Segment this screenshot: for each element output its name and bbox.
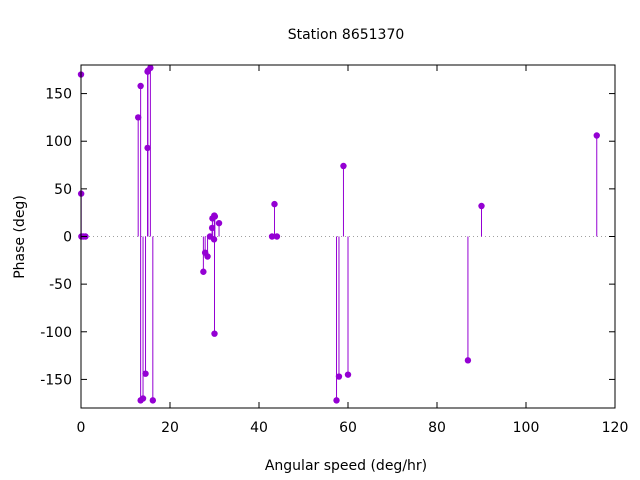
data-point-28 (273, 233, 281, 240)
tick-labels-layer: 0 20 40 60 80 100 120 -150 -100 -50 0 50 100 150 (40, 87, 628, 436)
data-point-17 (204, 253, 211, 260)
x-tick-label-5: 100 (513, 420, 540, 436)
x-tick-label-1: 20 (161, 420, 179, 436)
y-tick-label-2: -50 (49, 277, 72, 293)
data-point-29 (333, 397, 340, 404)
x-tick-label-0: 0 (77, 420, 86, 436)
x-tick-label-6: 120 (602, 420, 629, 436)
data-point-26 (268, 233, 276, 240)
x-tick-label-4: 80 (428, 420, 446, 436)
data-point-13 (147, 64, 154, 72)
y-tick-label-4: 50 (54, 182, 72, 198)
y-tick-label-3: 0 (63, 230, 72, 246)
y-tick-label-6: 150 (45, 87, 72, 103)
x-tick-label-3: 60 (339, 420, 357, 436)
data-point-35 (593, 132, 600, 139)
y-tick-label-5: 100 (45, 134, 72, 150)
data-point-21 (210, 236, 218, 243)
data-point-9 (142, 370, 149, 377)
chart-title: Station 8651370 (288, 27, 405, 43)
y-axis-label: Phase (deg) (12, 195, 28, 279)
data-point-30 (335, 373, 343, 380)
data-point-25 (215, 219, 223, 227)
data-point-31 (340, 162, 347, 170)
plot-frame (80, 64, 616, 409)
data-point-5 (134, 114, 142, 121)
x-axis-label: Angular speed (deg/hr) (265, 458, 427, 474)
data-point-19 (208, 224, 216, 232)
data-point-34 (478, 202, 485, 210)
y-tick-label-0: -150 (40, 372, 72, 388)
data-point-8 (139, 395, 147, 402)
data-point-10 (144, 144, 151, 152)
data-point-15 (200, 268, 207, 275)
data-point-24 (211, 213, 219, 220)
data-point-33 (464, 357, 472, 364)
data-point-14 (149, 397, 157, 404)
data-point-32 (344, 371, 352, 378)
x-tick-label-2: 40 (250, 420, 268, 436)
y-tick-label-1: -100 (40, 325, 72, 341)
data-point-23 (211, 330, 218, 337)
data-point-7 (137, 82, 144, 90)
data-point-27 (271, 200, 278, 208)
